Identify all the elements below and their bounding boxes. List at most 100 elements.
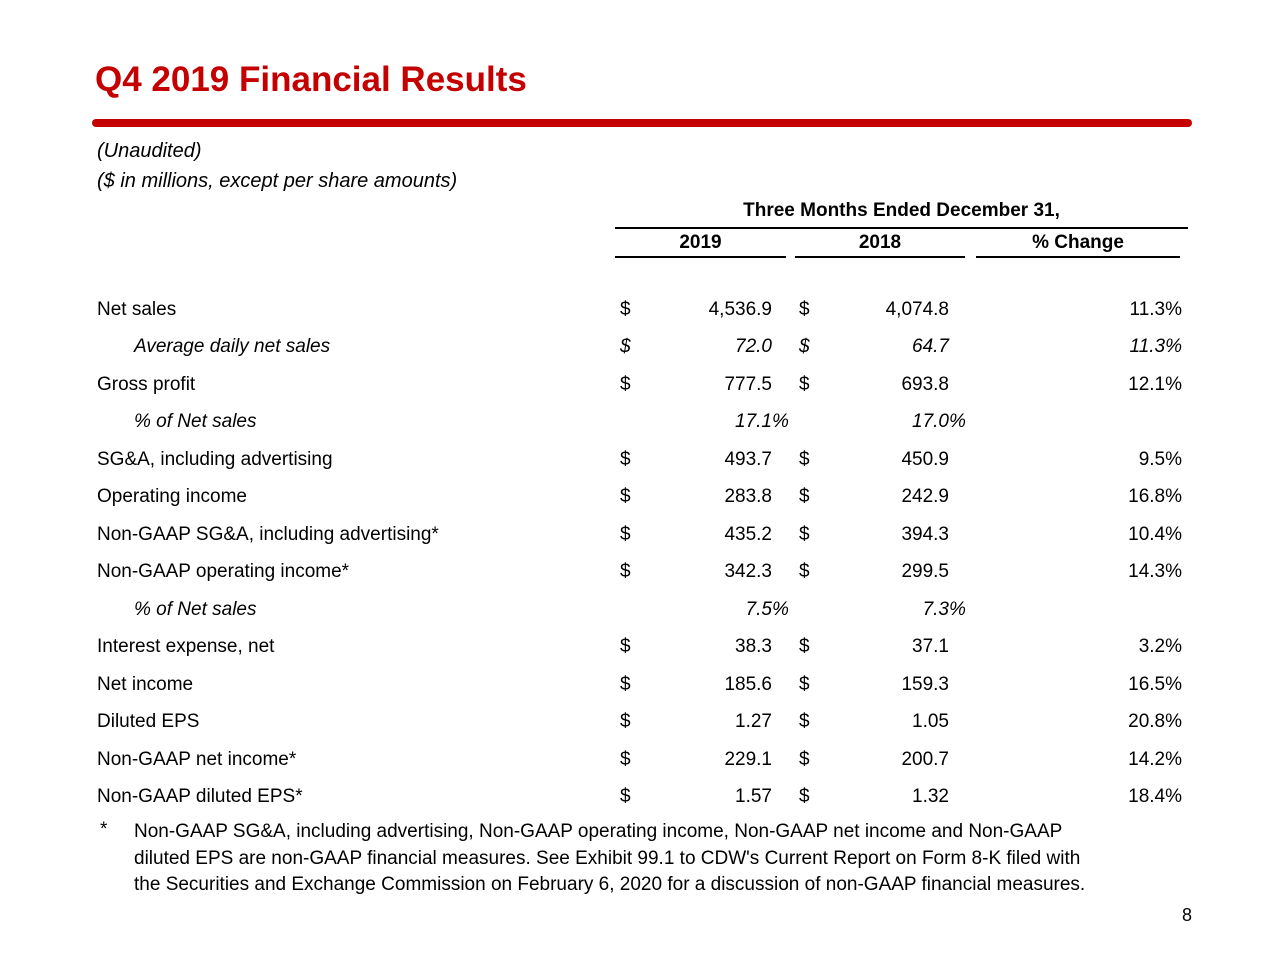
- dollar-sign-2019: $: [620, 711, 631, 733]
- dollar-sign-2019: $: [620, 373, 631, 395]
- dollar-sign-2019: $: [620, 748, 631, 770]
- column-pct-change-underline: [976, 256, 1180, 258]
- dollar-sign-2019: $: [620, 486, 631, 508]
- pct-change-value: 11.3%: [1129, 336, 1182, 358]
- value-2019: 435.2: [724, 523, 772, 545]
- value-2018: 299.5: [901, 561, 949, 583]
- value-2018: 242.9: [901, 486, 949, 508]
- value-2018: 693.8: [901, 373, 949, 395]
- page-title: Q4 2019 Financial Results: [95, 60, 527, 99]
- value-2019: 38.3: [735, 636, 772, 658]
- pct-change-value: 18.4%: [1128, 786, 1182, 808]
- value-2018: 7.3: [922, 598, 949, 620]
- column-2019-underline: [615, 256, 786, 258]
- footnote-line: Non-GAAP SG&A, including advertising, No…: [134, 821, 1063, 842]
- table-row: Average daily net sales $ 72.0 $ 64.7 11…: [97, 329, 1182, 367]
- value-2019: 342.3: [724, 561, 772, 583]
- dollar-sign-2018: $: [799, 448, 810, 470]
- dollar-sign-2019: $: [620, 448, 631, 470]
- value-2018: 37.1: [912, 636, 949, 658]
- pct-change-value: 10.4%: [1128, 523, 1182, 545]
- table-row: Diluted EPS $ 1.27 $ 1.05 20.8%: [97, 704, 1182, 742]
- dollar-sign-2018: $: [799, 336, 810, 358]
- title-divider-rule: [92, 119, 1192, 127]
- pct-change-value: 12.1%: [1128, 373, 1182, 395]
- column-header-2019: 2019: [679, 232, 722, 253]
- row-label: SG&A, including advertising: [97, 448, 333, 470]
- value-2018: 1.32: [912, 786, 949, 808]
- dollar-sign-2018: $: [799, 373, 810, 395]
- percent-suffix-2019: %: [772, 598, 789, 620]
- value-2018: 159.3: [901, 673, 949, 695]
- table-row: Operating income $ 283.8 $ 242.9 16.8%: [97, 479, 1182, 517]
- page-number: 8: [1181, 905, 1192, 925]
- column-header-pct-change: % Change: [1032, 232, 1124, 253]
- table-row: Net sales $ 4,536.9 $ 4,074.8 11.3%: [97, 291, 1182, 329]
- dollar-sign-2019: $: [620, 298, 631, 320]
- row-label: % of Net sales: [134, 411, 257, 433]
- column-header-2018: 2018: [858, 232, 902, 253]
- value-2018: 1.05: [912, 711, 949, 733]
- row-label: Net sales: [97, 298, 177, 320]
- table-row: Non-GAAP net income* $ 229.1 $ 200.7 14.…: [97, 741, 1182, 779]
- footnote-text: Non-GAAP SG&A, including advertising, No…: [134, 819, 1085, 899]
- value-2018: 4,074.8: [885, 298, 949, 320]
- value-2019: 185.6: [724, 673, 772, 695]
- value-2018: 64.7: [912, 336, 949, 358]
- dollar-sign-2019: $: [620, 336, 631, 358]
- table-row: Non-GAAP diluted EPS* $ 1.57 $ 1.32 18.4…: [97, 779, 1182, 817]
- subtitle-units: ($ in millions, except per share amounts…: [97, 170, 458, 192]
- row-label: % of Net sales: [134, 598, 257, 620]
- pct-change-value: 14.3%: [1128, 561, 1182, 583]
- column-2018-underline: [795, 256, 965, 258]
- percent-suffix-2018: %: [949, 411, 966, 433]
- table-row: % of Net sales 17.1 % 17.0 %: [97, 404, 1182, 442]
- row-label: Gross profit: [97, 373, 196, 395]
- dollar-sign-2019: $: [620, 561, 631, 583]
- table-rows: Net sales $ 4,536.9 $ 4,074.8 11.3% Aver…: [97, 291, 1182, 816]
- dollar-sign-2018: $: [799, 711, 810, 733]
- table-row: Net income $ 185.6 $ 159.3 16.5%: [97, 666, 1182, 704]
- pct-change-value: 11.3%: [1129, 298, 1182, 320]
- value-2018: 200.7: [901, 748, 949, 770]
- percent-suffix-2019: %: [772, 411, 789, 433]
- value-2018: 394.3: [901, 523, 949, 545]
- value-2019: 1.57: [735, 786, 772, 808]
- table-row: Non-GAAP operating income* $ 342.3 $ 299…: [97, 554, 1182, 592]
- row-label: Diluted EPS: [97, 711, 200, 733]
- row-label: Interest expense, net: [97, 636, 275, 658]
- value-2019: 7.5: [745, 598, 772, 620]
- row-label: Net income: [97, 673, 194, 695]
- value-2019: 777.5: [724, 373, 772, 395]
- pct-change-value: 16.8%: [1128, 486, 1182, 508]
- row-label: Non-GAAP diluted EPS*: [97, 786, 303, 808]
- percent-suffix-2018: %: [949, 598, 966, 620]
- row-label: Operating income: [97, 486, 247, 508]
- dollar-sign-2018: $: [799, 523, 810, 545]
- dollar-sign-2019: $: [620, 786, 631, 808]
- table-row: Non-GAAP SG&A, including advertising* $ …: [97, 516, 1182, 554]
- value-2019: 1.27: [735, 711, 772, 733]
- dollar-sign-2019: $: [620, 673, 631, 695]
- dollar-sign-2018: $: [799, 673, 810, 695]
- value-2019: 4,536.9: [708, 298, 772, 320]
- dollar-sign-2018: $: [799, 298, 810, 320]
- footnote-line: the Securities and Exchange Commission o…: [134, 874, 1086, 895]
- row-label: Non-GAAP net income*: [97, 748, 297, 770]
- dollar-sign-2018: $: [799, 636, 810, 658]
- pct-change-value: 9.5%: [1138, 448, 1182, 470]
- table-row: % of Net sales 7.5 % 7.3 %: [97, 591, 1182, 629]
- subtitle-unaudited: (Unaudited): [97, 140, 202, 162]
- table-row: SG&A, including advertising $ 493.7 $ 45…: [97, 441, 1182, 479]
- value-2019: 229.1: [724, 748, 772, 770]
- pct-change-value: 20.8%: [1128, 711, 1182, 733]
- value-2019: 493.7: [724, 448, 772, 470]
- footnote-line: diluted EPS are non-GAAP financial measu…: [134, 847, 1081, 869]
- dollar-sign-2018: $: [799, 748, 810, 770]
- pct-change-value: 3.2%: [1138, 636, 1182, 658]
- value-2018: 450.9: [901, 448, 949, 470]
- footnote-marker: *: [100, 819, 108, 840]
- dollar-sign-2018: $: [799, 786, 810, 808]
- pct-change-value: 14.2%: [1128, 748, 1182, 770]
- table-row: Gross profit $ 777.5 $ 693.8 12.1%: [97, 366, 1182, 404]
